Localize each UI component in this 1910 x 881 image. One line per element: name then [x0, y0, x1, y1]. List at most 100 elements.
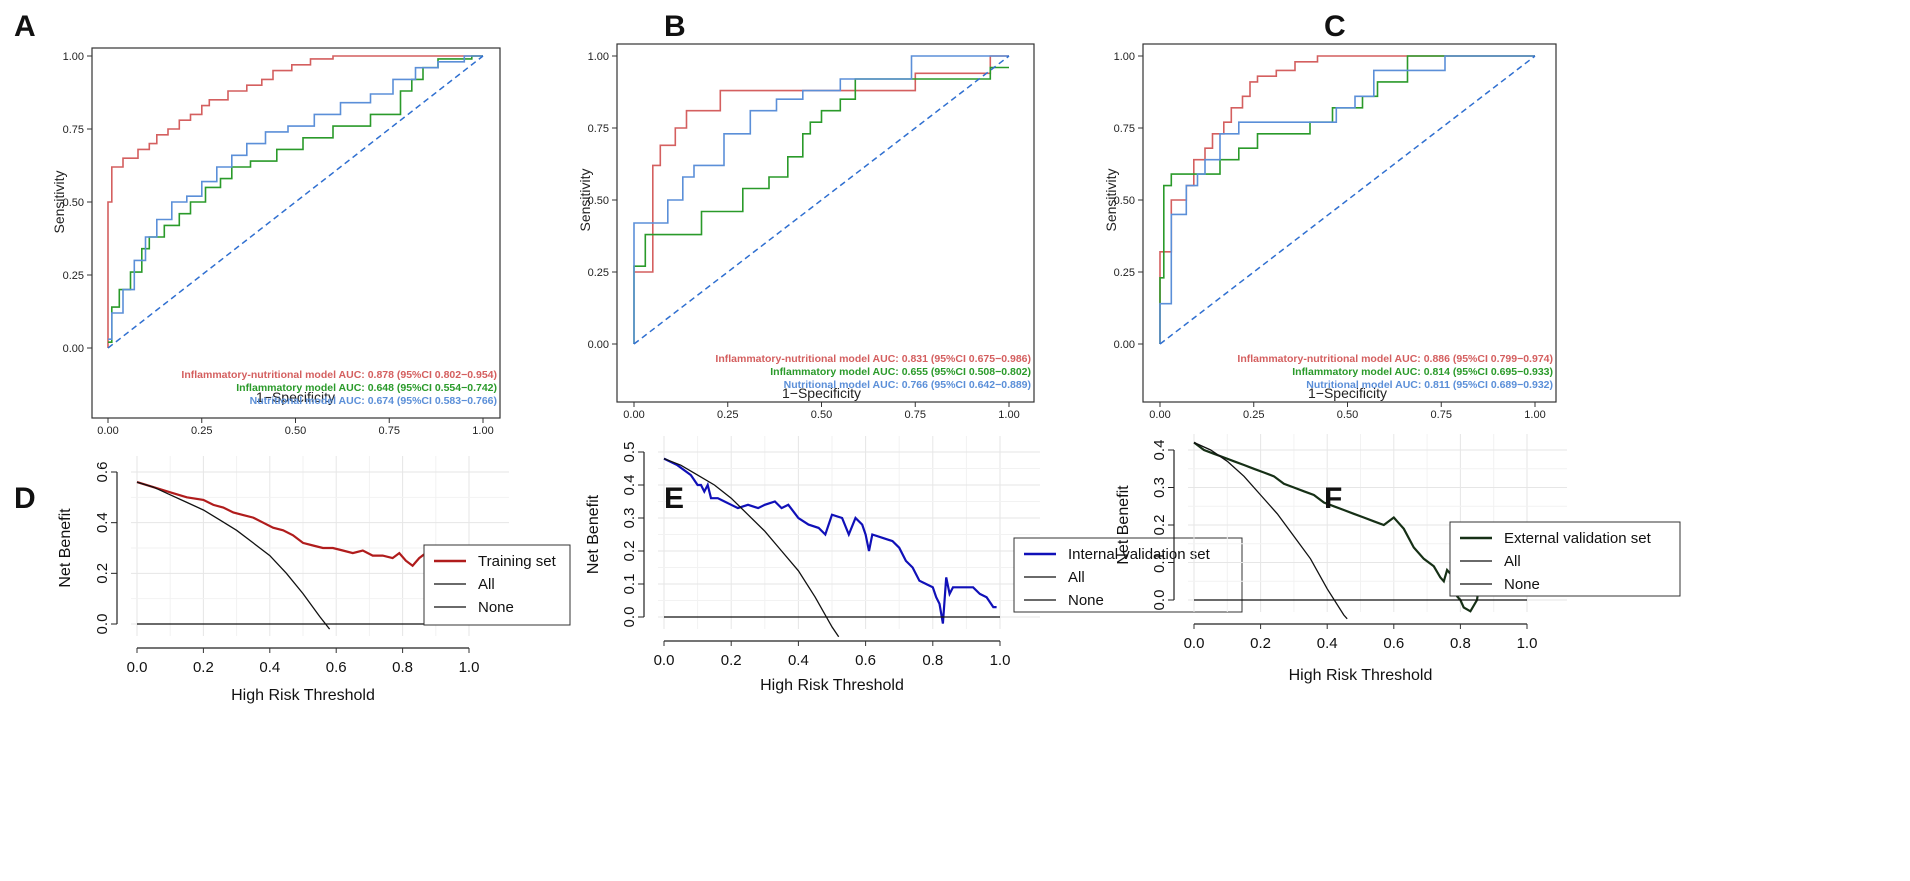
y-tick-label: 1.00	[63, 51, 84, 63]
x-axis-label: 1−Specificity	[256, 389, 335, 405]
x-tick-label: 0.00	[97, 425, 118, 437]
series-line-nutritional-model	[1159, 55, 1535, 344]
legend-entry-inflammatory-nutritional-model: Inflammatory-nutritional model AUC: 0.88…	[1237, 353, 1553, 365]
legend-entry-none: None	[478, 599, 514, 616]
x-tick-label: 1.0	[990, 652, 1011, 669]
y-tick-label: 0.75	[1114, 123, 1135, 135]
x-tick-label: 0.6	[326, 659, 347, 676]
panel-letter-a: A	[14, 10, 36, 43]
chart-panel-a: 0.00 0.25 0.50 0.75 1.00 0.00 0.25 0.50 0.75 1.00…	[51, 47, 501, 437]
y-tick-label: 0.75	[63, 124, 84, 136]
series-line-inflammatory-model	[108, 55, 483, 344]
x-tick-label: 0.25	[1243, 409, 1264, 421]
y-tick-label: 0.50	[588, 195, 609, 207]
y-tick-label: 0.1	[1151, 552, 1168, 573]
y-tick-label: 0.6	[94, 462, 111, 483]
x-tick-label: 0.4	[788, 652, 809, 669]
x-tick-label: 0.25	[717, 409, 738, 421]
y-axis-label: Sensitivity	[1103, 168, 1119, 231]
legend-entry-internal-validation-set: Internal validation set	[1068, 546, 1211, 563]
series-line-inflammatory-model	[633, 66, 1009, 344]
panel-letter-b: B	[664, 10, 686, 43]
chart-panel-d: 0.0 0.2 0.4 0.6 0.8 1.0 0.0 0.2 0.4 0.6 High Risk …	[57, 456, 571, 704]
y-tick-label: 0.2	[1151, 515, 1168, 536]
series-line-all	[663, 457, 840, 637]
x-tick-label: 0.25	[191, 425, 212, 437]
plot-frame	[1142, 43, 1557, 403]
y-axis-label: Sensitivity	[51, 170, 67, 233]
y-tick-label: 0.5	[621, 442, 638, 463]
x-tick-label: 0.0	[1184, 635, 1205, 652]
y-tick-label: 1.00	[588, 51, 609, 63]
series-line-nutritional-model	[108, 55, 483, 341]
x-tick-label: 0.8	[922, 652, 943, 669]
x-axis-label: 1−Specificity	[1308, 385, 1387, 401]
x-tick-label: 0.0	[127, 659, 148, 676]
y-tick-label: 0.25	[63, 270, 84, 282]
series-line-inflammatory-model	[1159, 55, 1535, 344]
y-tick-label: 0.50	[63, 197, 84, 209]
legend-entry-nutritional-model: Nutritional model AUC: 0.766 (95%CI 0.64…	[784, 379, 1031, 391]
x-tick-label: 0.0	[654, 652, 675, 669]
x-axis-label: High Risk Threshold	[760, 677, 904, 694]
x-tick-label: 1.00	[472, 425, 493, 437]
x-tick-label: 0.4	[1317, 635, 1338, 652]
x-tick-label: 0.8	[392, 659, 413, 676]
plot-frame	[91, 47, 501, 419]
x-tick-label: 0.50	[1337, 409, 1358, 421]
chart-panel-f: 0.0 0.2 0.4 0.6 0.8 1.0 0.0 0.1 0.2 0.3 0.4 High Ri…	[1115, 434, 1681, 684]
y-tick-label: 0.00	[63, 343, 84, 355]
x-tick-label: 0.8	[1450, 635, 1471, 652]
legend-entry-nutritional-model: Nutritional model AUC: 0.674 (95%CI 0.58…	[250, 395, 497, 407]
x-tick-label: 0.2	[193, 659, 214, 676]
y-tick-label: 0.3	[1151, 477, 1168, 498]
panel-letter-c: C	[1324, 10, 1346, 43]
series-line-reference	[633, 55, 1010, 345]
x-tick-label: 0.00	[1149, 409, 1170, 421]
legend-entry-none: None	[1504, 576, 1540, 593]
x-tick-label: 0.00	[623, 409, 644, 421]
chart-panel-b: 0.00 0.25 0.50 0.75 1.00 0.00 0.25 0.50 0.75 1.00…	[577, 43, 1035, 421]
y-tick-label: 0.2	[94, 563, 111, 584]
legend-entry-none: None	[1068, 592, 1104, 609]
panel-letter-d: D	[14, 482, 36, 515]
y-tick-label: 0.4	[94, 512, 111, 533]
x-tick-label: 0.50	[811, 409, 832, 421]
chart-panel-e: 0.0 0.2 0.4 0.6 0.8 1.0 0.0 0.1 0.2 0.3 0.4 0.5 High…	[585, 436, 1243, 694]
x-tick-label: 0.4	[259, 659, 280, 676]
y-tick-label: 0.2	[621, 541, 638, 562]
y-tick-label: 0.00	[1114, 339, 1135, 351]
y-axis-label: Net Benefit	[57, 508, 74, 588]
y-tick-label: 0.3	[621, 508, 638, 529]
y-tick-label: 1.00	[1114, 51, 1135, 63]
x-tick-label: 0.2	[721, 652, 742, 669]
panel-letter-e: E	[664, 482, 684, 515]
x-tick-label: 1.00	[1524, 409, 1545, 421]
y-tick-label: 0.4	[1151, 440, 1168, 461]
y-tick-label: 0.00	[588, 339, 609, 351]
legend-entry-external-validation-set: External validation set	[1504, 530, 1652, 547]
x-tick-label: 1.00	[998, 409, 1019, 421]
legend-entry-inflammatory-model: Inflammatory model AUC: 0.814 (95%CI 0.6…	[1292, 366, 1553, 378]
x-axis-label: 1−Specificity	[782, 385, 861, 401]
y-axis-label: Sensitivity	[577, 168, 593, 231]
plot-frame	[616, 43, 1035, 403]
series-line-inflammatory-nutritional-model	[107, 55, 483, 348]
series-line-all	[136, 481, 331, 630]
x-tick-label: 0.6	[855, 652, 876, 669]
chart-panel-c: 0.00 0.25 0.50 0.75 1.00 0.00 0.25 0.50 0.75 1.00…	[1103, 43, 1557, 421]
y-tick-label: 0.0	[1151, 590, 1168, 611]
x-axis-label: High Risk Threshold	[231, 687, 375, 704]
x-tick-label: 0.75	[379, 425, 400, 437]
series-line-training-set	[136, 481, 467, 607]
x-axis-label: High Risk Threshold	[1289, 667, 1433, 684]
y-tick-label: 0.0	[94, 614, 111, 635]
series-line-all	[1193, 441, 1348, 620]
series-line-nutritional-model	[633, 55, 1009, 344]
legend-entry-inflammatory-model: Inflammatory model AUC: 0.655 (95%CI 0.5…	[770, 366, 1031, 378]
y-tick-label: 0.75	[588, 123, 609, 135]
y-tick-label: 0.1	[621, 574, 638, 595]
x-tick-label: 0.75	[905, 409, 926, 421]
y-tick-label: 0.4	[621, 475, 638, 496]
